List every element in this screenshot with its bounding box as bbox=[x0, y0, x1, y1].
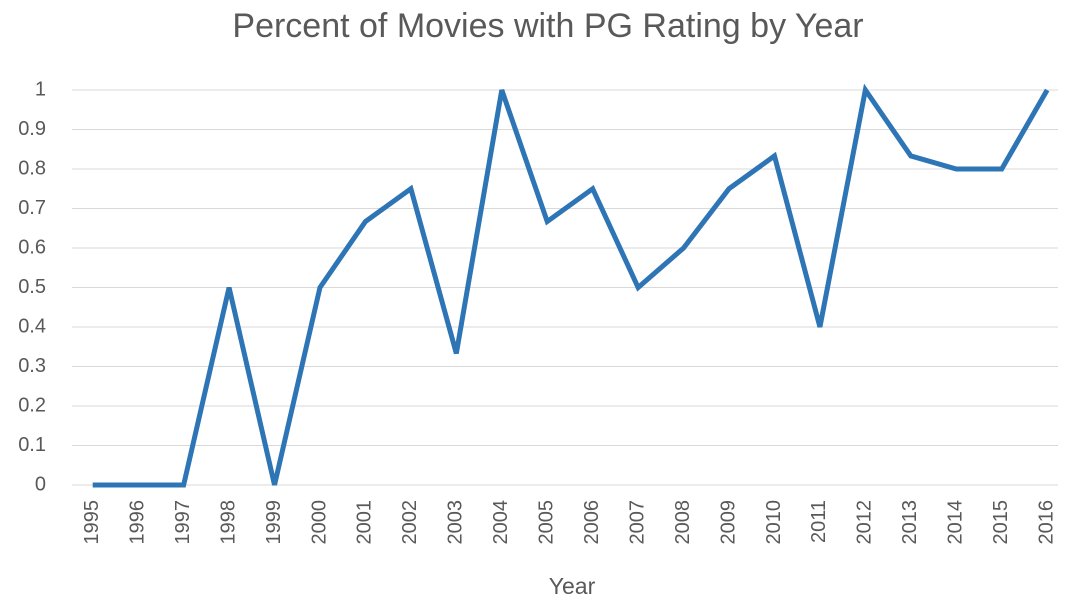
y-tick-label: 0.5 bbox=[18, 276, 46, 298]
x-tick-label: 1998 bbox=[217, 500, 239, 545]
x-tick-label: 2006 bbox=[581, 500, 603, 545]
x-tick-label: 2005 bbox=[536, 500, 558, 545]
x-axis-label: Year bbox=[549, 573, 596, 599]
y-tick-label: 0.7 bbox=[18, 197, 46, 219]
y-tick-label: 1 bbox=[35, 78, 46, 100]
y-tick-label: 0.8 bbox=[18, 157, 46, 179]
y-tick-label: 0.2 bbox=[18, 394, 46, 416]
x-tick-label: 2003 bbox=[445, 500, 467, 545]
x-tick-label: 2007 bbox=[626, 500, 648, 545]
x-tick-label: 2010 bbox=[763, 500, 785, 545]
y-tick-label: 0 bbox=[35, 473, 46, 495]
y-tick-label: 0.4 bbox=[18, 315, 46, 337]
x-tick-label: 2008 bbox=[672, 500, 694, 545]
y-tick-label: 0.9 bbox=[18, 118, 46, 140]
x-tick-label: 1996 bbox=[126, 500, 148, 545]
x-tick-label: 2000 bbox=[308, 500, 330, 545]
y-tick-label: 0.6 bbox=[18, 236, 46, 258]
x-tick-label: 2001 bbox=[354, 500, 376, 545]
x-tick-label: 1997 bbox=[172, 500, 194, 545]
x-tick-label: 2009 bbox=[717, 500, 739, 545]
x-tick-label: 2011 bbox=[808, 500, 830, 543]
x-tick-label: 2013 bbox=[899, 500, 921, 545]
x-tick-label: 2004 bbox=[490, 500, 512, 545]
x-tick-label: 2014 bbox=[945, 500, 967, 545]
data-line bbox=[92, 83, 1050, 488]
x-tick-label: 1999 bbox=[263, 500, 285, 545]
chart-title: Percent of Movies with PG Rating by Year bbox=[232, 7, 863, 45]
y-tick-label: 0.3 bbox=[18, 355, 46, 377]
x-tick-label: 1995 bbox=[81, 500, 103, 545]
x-tick-label: 2016 bbox=[1035, 500, 1057, 545]
x-tick-label: 2012 bbox=[854, 500, 876, 545]
y-tick-label: 0.1 bbox=[18, 434, 46, 456]
x-tick-label: 2015 bbox=[990, 500, 1012, 545]
x-tick-label: 2002 bbox=[399, 500, 421, 545]
